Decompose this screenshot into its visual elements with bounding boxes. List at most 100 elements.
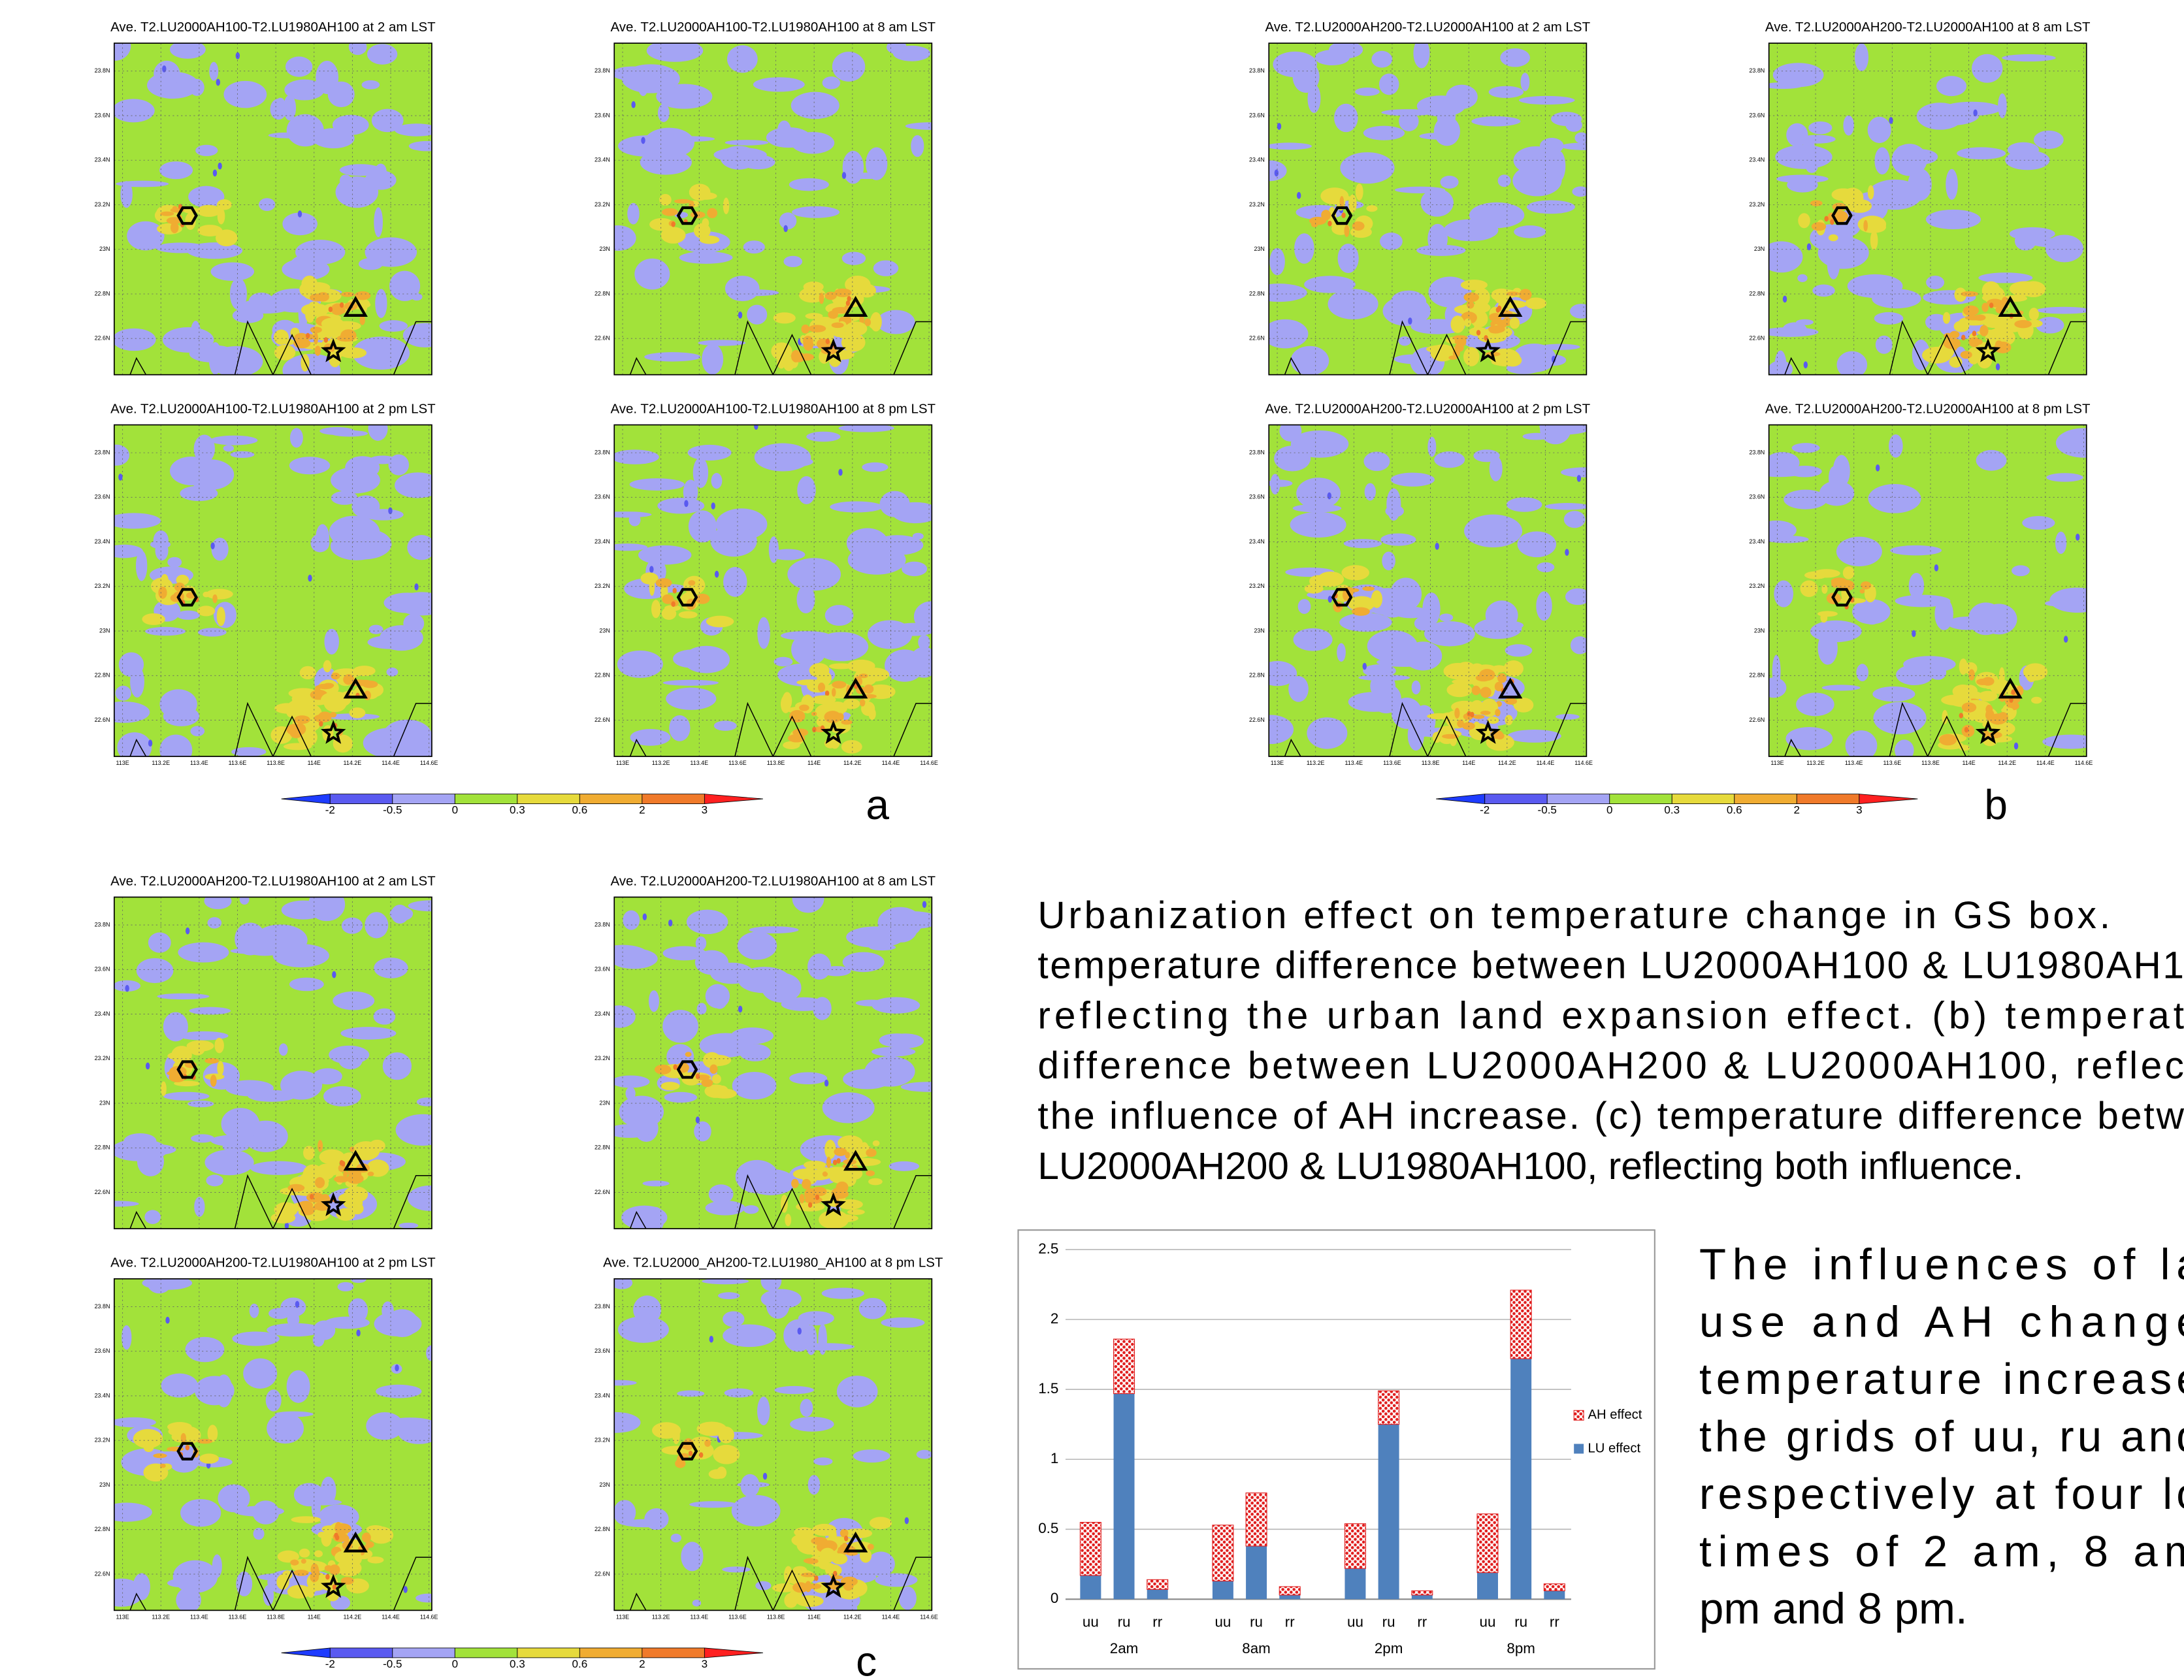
hot-patch	[293, 1570, 309, 1576]
cool-patch	[757, 617, 770, 649]
cool-patch	[1976, 450, 2007, 471]
colorbar-segment	[1436, 794, 1485, 804]
cool-patch	[805, 1325, 817, 1355]
hot-patch	[1457, 720, 1464, 728]
cool-patch	[1874, 147, 1889, 174]
cold-spot	[210, 542, 214, 549]
description-line: the grids of uu, ru and	[1699, 1412, 2184, 1461]
cold-spot	[388, 508, 392, 515]
cool-patch	[1865, 612, 1880, 625]
hot-patch	[318, 711, 332, 721]
hot-patch	[304, 1201, 310, 1204]
hot-patch	[826, 1157, 831, 1168]
hot-patch	[1985, 705, 1993, 714]
lat-label: 22.6N	[595, 1189, 610, 1195]
lon-label: 114E	[308, 760, 321, 766]
colorbar-label: -2	[325, 1658, 335, 1670]
lat-label: 23.6N	[1749, 494, 1765, 500]
cool-patch	[204, 1150, 253, 1175]
bar	[1147, 1589, 1168, 1599]
warm-patch	[796, 1595, 823, 1607]
cool-patch	[1521, 73, 1530, 91]
cold-spot	[2064, 636, 2068, 643]
cool-patch	[1519, 96, 1574, 105]
very-hot-patch	[836, 1158, 840, 1164]
lon-label: 113E	[1271, 760, 1284, 766]
cool-patch	[1883, 315, 1895, 322]
map	[600, 423, 949, 756]
map	[598, 884, 959, 1232]
caption-line: reflecting the urban land expansion effe…	[1037, 994, 2184, 1037]
cool-patch	[1917, 103, 1964, 130]
cool-patch	[267, 1413, 304, 1444]
lon-label: 113E	[1770, 760, 1784, 766]
lat-label: 22.8N	[95, 1144, 110, 1151]
very-hot-patch	[671, 602, 675, 607]
hot-patch	[181, 1433, 186, 1443]
colorbar-segment	[517, 794, 580, 804]
cool-patch	[2046, 473, 2083, 481]
very-hot-patch	[324, 337, 328, 343]
hot-patch	[1504, 698, 1515, 703]
lon-label: 113.8E	[1422, 760, 1440, 766]
cool-patch	[644, 1508, 668, 1530]
very-hot-patch	[1476, 330, 1480, 336]
lat-label: 22.8N	[595, 290, 610, 297]
cold-spot	[146, 1063, 150, 1070]
bar	[1477, 1573, 1498, 1600]
lat-label: 23.2N	[595, 1437, 610, 1444]
cool-patch	[797, 1343, 855, 1350]
group-label: 8pm	[1507, 1640, 1535, 1656]
cool-patch	[848, 545, 906, 575]
map-title: Ave. T2.LU2000AH100-T2.LU1980AH100 at 8 …	[610, 20, 936, 35]
cool-patch	[723, 567, 747, 597]
warm-patch	[1868, 186, 1874, 200]
lat-label: 23.6N	[595, 1348, 610, 1354]
cool-patch	[790, 1417, 834, 1432]
colorbar-label: 0	[1606, 804, 1612, 816]
cool-patch	[842, 251, 866, 265]
very-hot-patch	[1496, 307, 1500, 313]
cool-patch	[1439, 613, 1453, 621]
bar	[1544, 1584, 1565, 1591]
very-hot-patch	[306, 333, 310, 339]
very-hot-patch	[808, 1203, 812, 1208]
cool-patch	[1464, 515, 1522, 547]
hot-patch	[834, 289, 852, 297]
cool-patch	[1294, 628, 1333, 651]
cool-patch	[1291, 430, 1349, 458]
warm-patch	[659, 194, 672, 206]
cool-patch	[349, 39, 367, 56]
cool-patch	[843, 952, 885, 973]
cool-patch	[843, 1069, 892, 1089]
cool-patch	[1498, 174, 1511, 187]
bar	[1412, 1591, 1433, 1594]
lat-label: 23.2N	[1249, 583, 1265, 589]
cool-patch	[369, 625, 383, 634]
warm-patch	[199, 1453, 219, 1463]
cool-patch	[331, 532, 382, 560]
cool-patch	[823, 76, 840, 89]
x-tick-label: ru	[1250, 1613, 1263, 1630]
cool-patch	[1896, 664, 1933, 685]
hot-patch	[331, 673, 340, 680]
hot-patch	[350, 1146, 354, 1152]
group-label: 2am	[1110, 1640, 1139, 1656]
cool-patch	[792, 206, 839, 218]
cool-patch	[403, 323, 447, 347]
very-hot-patch	[825, 690, 829, 696]
cool-patch	[112, 329, 156, 351]
cool-patch	[231, 948, 275, 954]
cold-spot	[1277, 123, 1281, 130]
hot-patch	[368, 1172, 374, 1176]
hot-patch	[315, 346, 321, 355]
cold-spot	[1435, 543, 1439, 550]
hot-patch	[212, 594, 218, 603]
cool-patch	[591, 1412, 640, 1433]
warm-patch	[1318, 572, 1345, 587]
cool-patch	[822, 1287, 864, 1299]
cool-patch	[279, 1043, 288, 1056]
cool-patch	[250, 1304, 259, 1318]
cool-patch	[823, 1092, 875, 1123]
cool-patch	[2022, 516, 2055, 530]
